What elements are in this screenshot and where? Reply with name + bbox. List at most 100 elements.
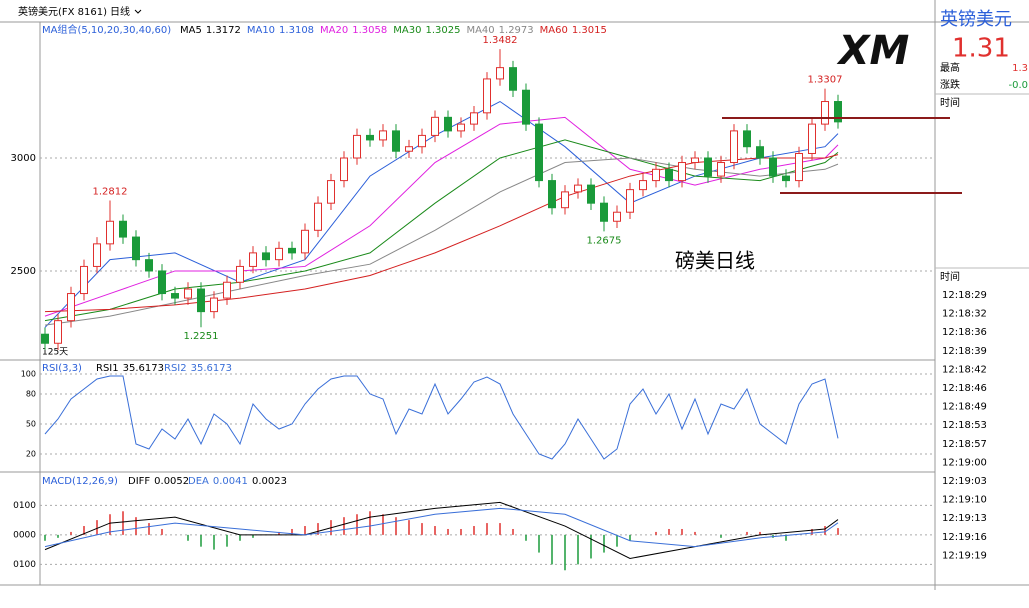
candle-body [613,211,621,222]
candle-body [652,168,660,182]
time-row: 12:18:32 [942,309,987,320]
high-label: 1.3482 [483,35,518,46]
macd-label: MACD(12,26,9) [42,476,118,487]
rsi-name: RSI1 [96,363,119,374]
side-value: -0.0 [1008,80,1028,91]
ma-legend-item: MA40 1.2973 [466,25,533,36]
rsi-legend-item: RSI1 35.6173 [96,363,164,374]
period-selector[interactable]: 日线 [110,5,130,18]
ma-line [44,157,839,326]
time-row: 12:19:19 [942,550,987,561]
time-row: 12:19:10 [942,495,987,506]
candle-body [665,168,673,182]
ma-legend-item: MA60 1.3015 [540,25,607,36]
candle-body [444,116,452,132]
high-label: 1.2812 [93,186,128,197]
candle-body [561,191,569,209]
rsi-label: RSI(3,3) [42,363,82,374]
macd-value: 0.0023 [252,476,287,487]
ma-value: 1.2973 [499,25,534,36]
candle-body [717,162,725,177]
ma-name: MA20 [320,25,348,36]
candle-body [301,229,309,254]
candle-body [483,78,491,114]
candle-body [795,152,803,182]
candle-body [535,123,543,182]
rsi-value: 35.6173 [123,363,164,374]
candle-body [41,333,49,344]
ma-value: 1.3058 [352,25,387,36]
ma-name: MA30 [393,25,421,36]
y-tick-label: 80 [26,390,36,399]
candle-body [756,146,764,159]
candle-body [184,288,192,299]
rsi-line [44,375,839,460]
y-tick-label: 0100 [13,560,36,570]
candle-body [171,293,179,299]
y-tick-label: 0000 [13,530,36,540]
time-row: 12:18:42 [942,364,987,375]
ma-name: MA10 [247,25,275,36]
ma-legend-label: MA组合(5,10,20,30,40,60) [42,23,171,36]
candle-body [769,157,777,177]
time-row: 12:18:29 [942,290,987,301]
time-row: 12:18:53 [942,420,987,431]
ma-line [44,116,839,317]
candle-body [691,157,699,164]
candle-body [132,236,140,261]
candle-body [405,146,413,152]
dropdown-arrow[interactable] [134,9,142,14]
candle-body [782,175,790,182]
ma-name: MA5 [180,25,202,36]
candle-body [821,101,829,125]
time-row: 12:18:46 [942,383,987,394]
candle-body [262,252,270,261]
candle-body [223,281,231,299]
candle-body [379,130,387,141]
ma-line [44,154,839,313]
time-row: 12:18:39 [942,346,987,357]
time-header: 时间 [940,270,960,283]
candle-body [587,184,595,204]
candle-body [353,134,361,159]
logo-box [826,28,922,78]
time-row: 12:19:16 [942,532,987,543]
ma-legend-item: MA10 1.3108 [247,25,314,36]
ma-name: MA60 [540,25,568,36]
candle-body [314,202,322,231]
candle-body [639,180,647,191]
time-row: 12:18:57 [942,439,987,450]
high-label: 1.3307 [808,75,843,86]
side-symbol: 英镑美元 [940,9,1012,30]
time-row: 12:18:49 [942,402,987,413]
ma-value: 1.3172 [206,25,241,36]
rsi-value: 35.6173 [191,363,232,374]
overlay-text: 磅美日线 [675,249,755,273]
side-price: 1.31 [952,34,1010,64]
candle-body [340,157,348,182]
candle-body [119,220,127,238]
candle-body [704,157,712,177]
candle-body [496,67,504,80]
candle-body [197,288,205,313]
ma-legend-item: MA5 1.3172 [180,25,241,36]
ma-legend-item: MA20 1.3058 [320,25,387,36]
candle-body [743,130,751,148]
candle-body [236,265,244,283]
macd-name: DIFF [128,476,150,487]
candle-body [574,184,582,193]
window-title: 英镑美元(FX 8161) [18,5,107,18]
y-tick-label: 50 [26,420,36,429]
candle-body [522,89,530,125]
y-tick-label: 0100 [13,501,36,511]
logo: XM [836,28,910,74]
candle-body [509,67,517,91]
low-label: 1.2251 [184,331,219,342]
time-row: 12:19:00 [942,457,987,468]
ma-value: 1.3108 [279,25,314,36]
y-tick-label: 2500 [11,266,36,277]
ma-value: 1.3025 [425,25,460,36]
y-tick-label: 3000 [11,153,36,164]
